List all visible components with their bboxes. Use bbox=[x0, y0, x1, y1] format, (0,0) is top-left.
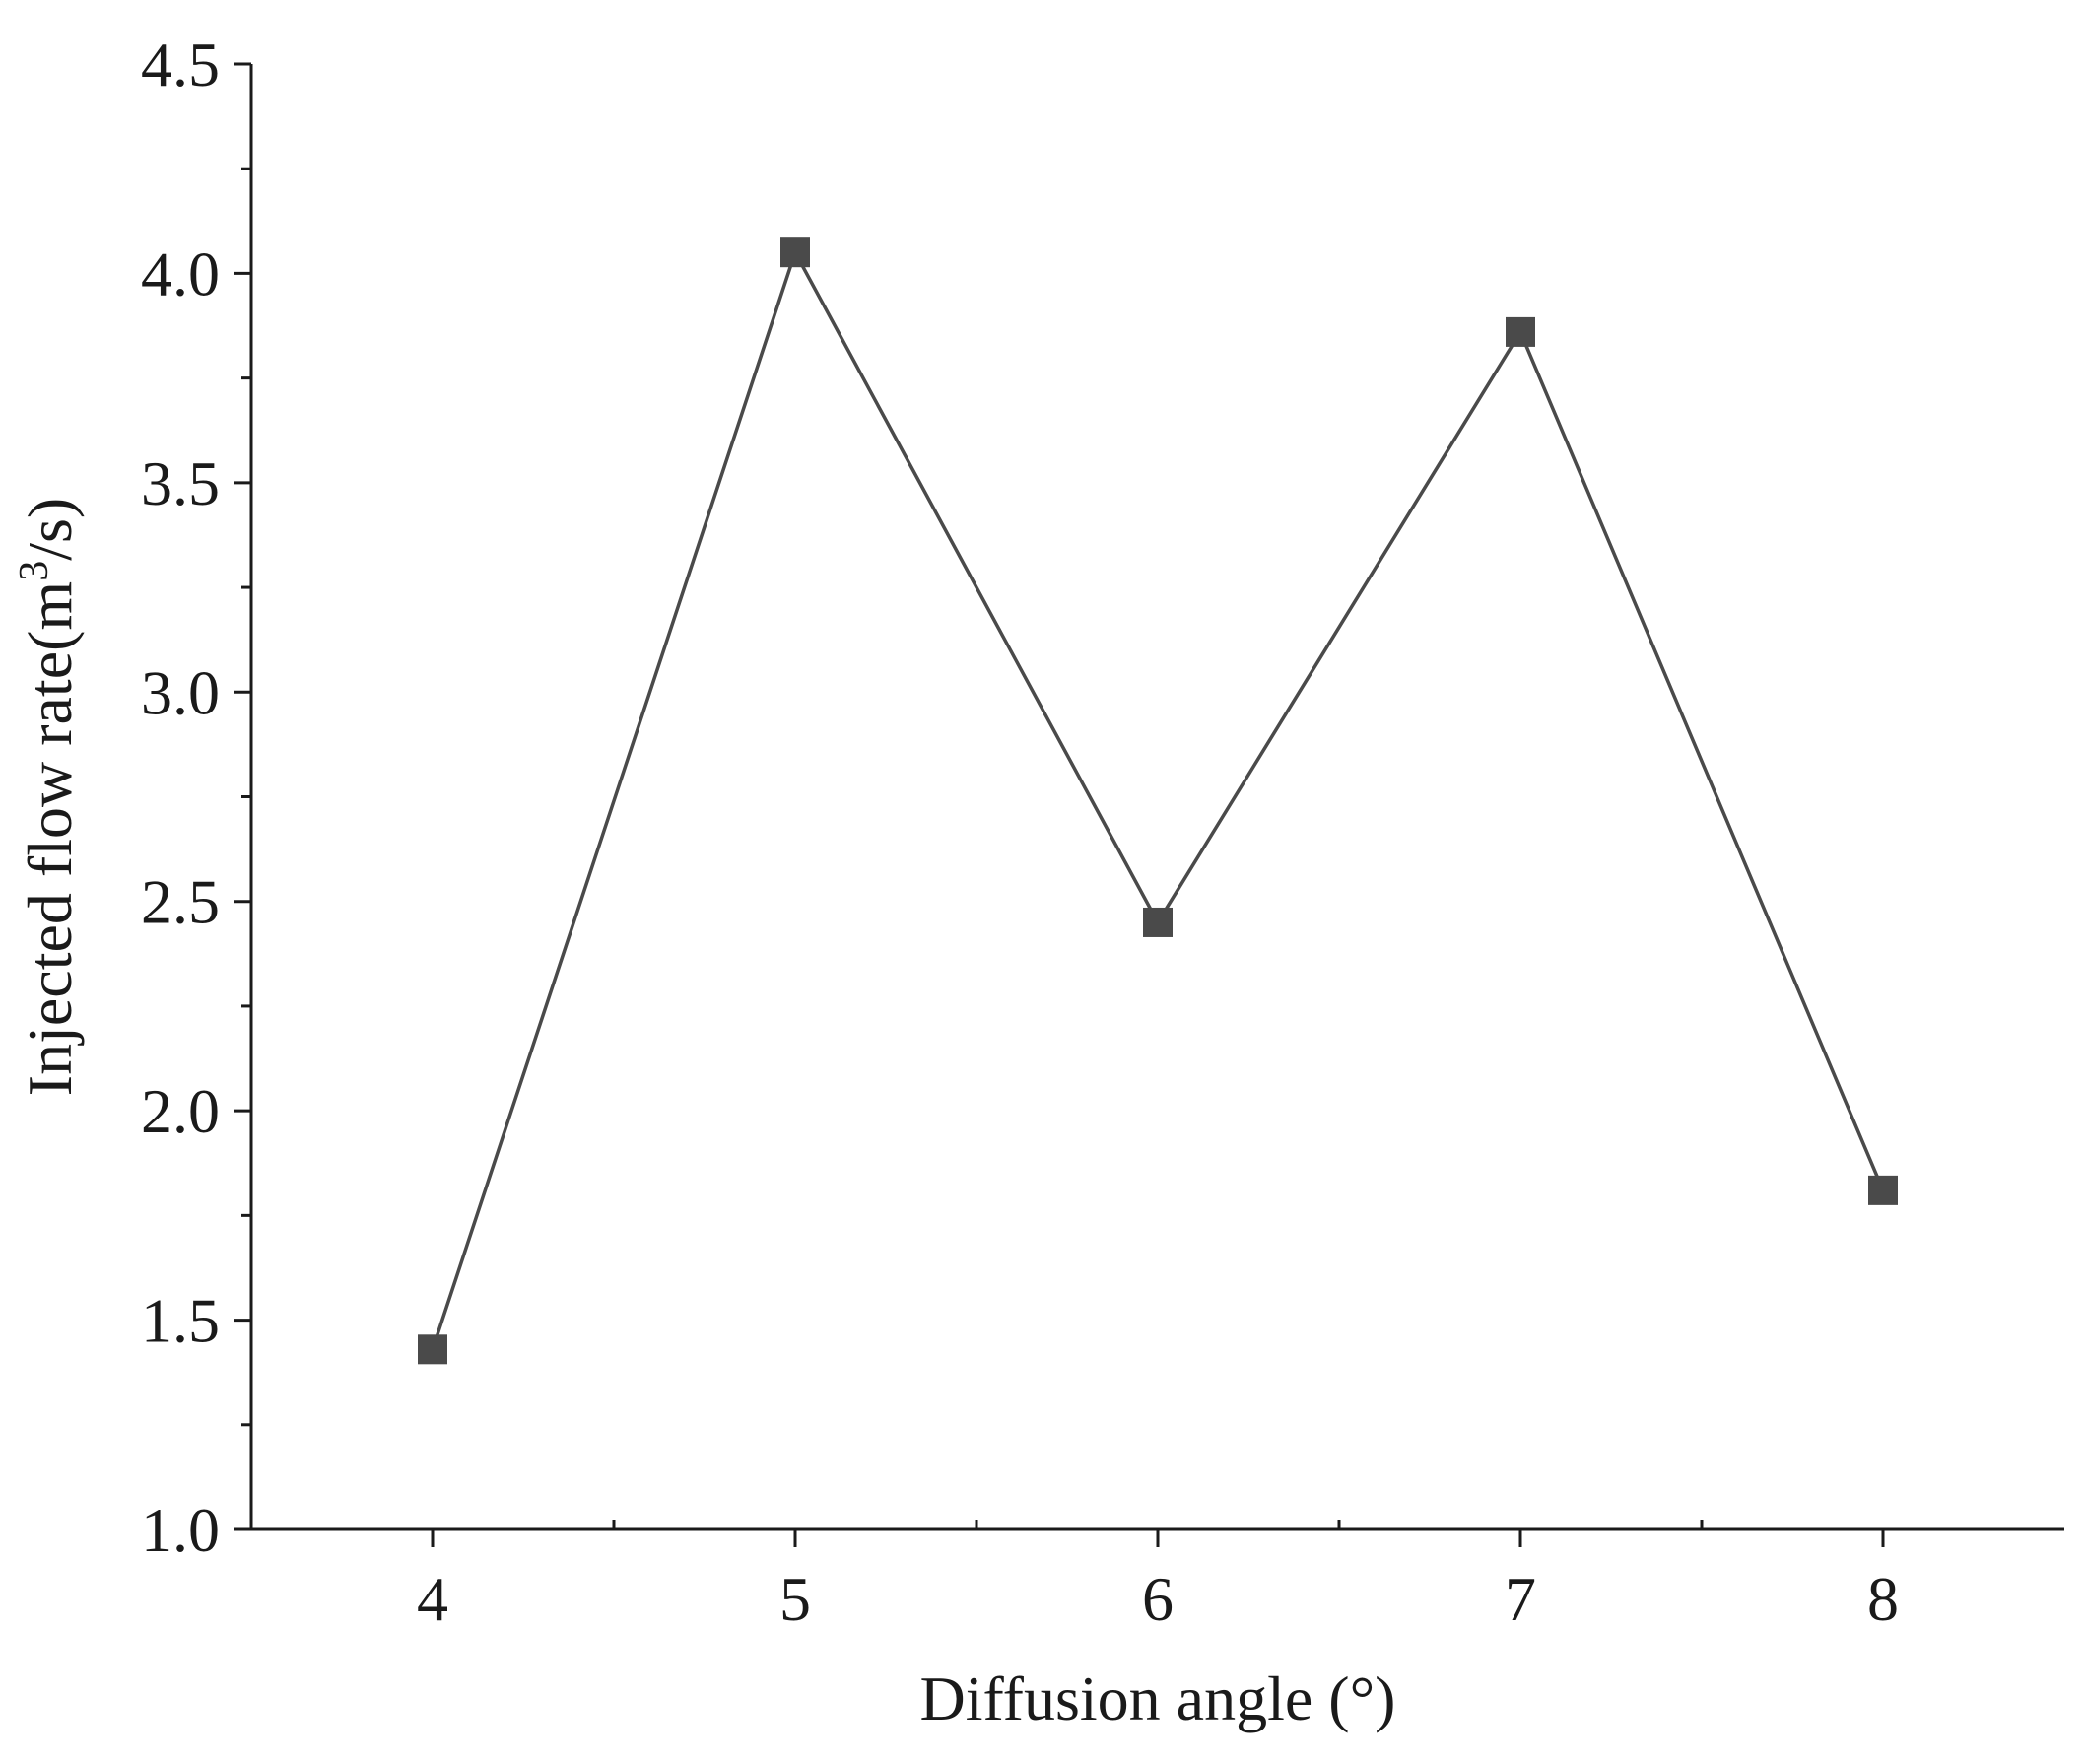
x-tick-label: 4 bbox=[417, 1564, 448, 1634]
y-axis-title: Injected flow rate(m3/s) bbox=[12, 498, 85, 1096]
x-tick-label: 6 bbox=[1142, 1564, 1174, 1634]
data-point-marker bbox=[1143, 907, 1173, 937]
x-tick-label: 5 bbox=[779, 1564, 811, 1634]
y-tick-label: 3.5 bbox=[141, 448, 220, 518]
x-tick-label: 8 bbox=[1867, 1564, 1899, 1634]
y-tick-label: 1.0 bbox=[141, 1495, 220, 1565]
data-point-marker bbox=[1506, 316, 1535, 347]
data-point-marker bbox=[1868, 1175, 1898, 1205]
x-axis-title: Diffusion angle (°) bbox=[920, 1663, 1396, 1733]
y-axis-ticks: 1.0 1.5 2.0 2.5 3.0 3.5 4.0 4.5 bbox=[141, 30, 251, 1565]
y-axis-title-superscript: 3 bbox=[12, 561, 57, 581]
y-tick-label: 1.5 bbox=[141, 1286, 220, 1356]
y-tick-label: 4.0 bbox=[141, 238, 220, 308]
y-tick-label: 3.0 bbox=[141, 657, 220, 727]
y-tick-label: 2.0 bbox=[141, 1076, 220, 1146]
data-point-marker bbox=[418, 1334, 447, 1365]
x-axis-ticks: 4 5 6 7 8 bbox=[417, 1520, 1899, 1634]
data-point-marker bbox=[780, 237, 810, 268]
x-tick-label: 7 bbox=[1505, 1564, 1536, 1634]
y-tick-label: 4.5 bbox=[141, 30, 220, 100]
y-axis-title-suffix: /s) bbox=[15, 498, 85, 561]
y-tick-label: 2.5 bbox=[141, 867, 220, 937]
series-layer bbox=[418, 237, 1898, 1365]
series-line bbox=[431, 247, 1885, 1350]
y-axis-title-prefix: Injected flow rate(m bbox=[15, 581, 85, 1096]
